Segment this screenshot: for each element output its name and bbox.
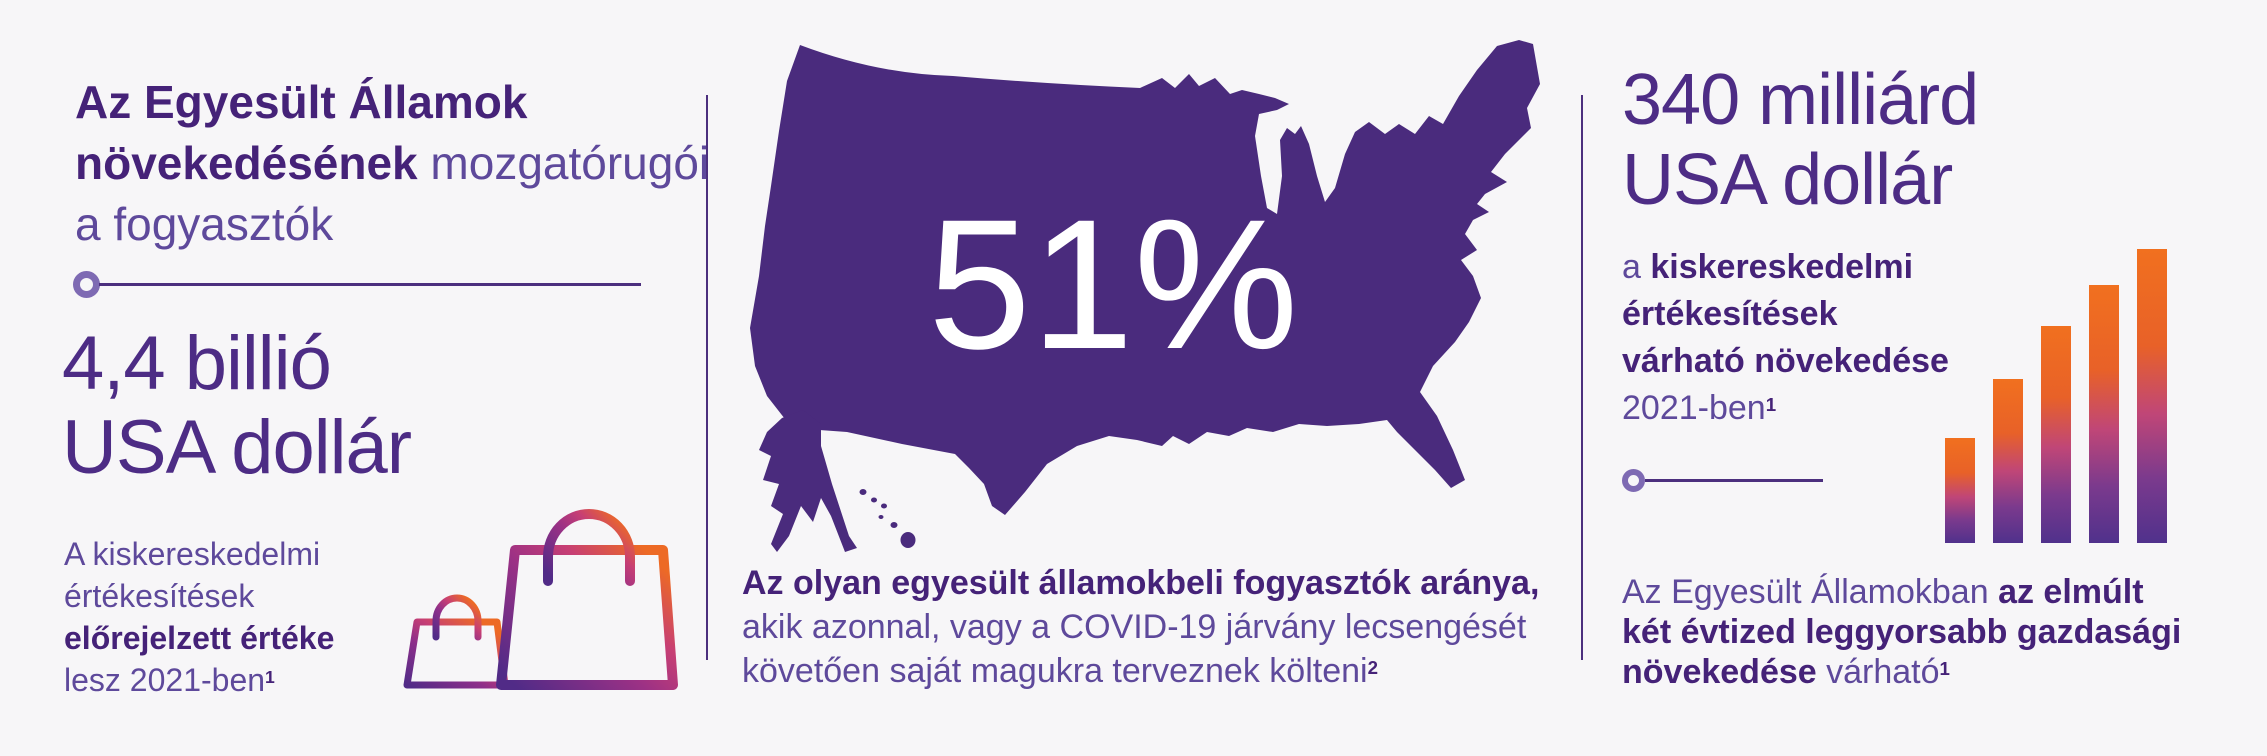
right-paragraph-2-line3-regular: várható (1816, 653, 1940, 691)
usa-map-mainland (750, 40, 1540, 515)
column-divider-right (1581, 95, 1583, 660)
shopping-bag-large-icon (496, 509, 678, 690)
left-big-stat: 4,4 billió USA dollár (62, 321, 412, 490)
right-paragraph-2-line3: növekedése várható1 (1622, 652, 2181, 697)
right-paragraph-2-line2: két évtized leggyorsabb gazdasági (1622, 612, 2181, 652)
right-big-stat: 340 milliárd USA dollár (1622, 60, 1979, 220)
left-heading-line1: Az Egyesült Államok (75, 72, 709, 133)
left-heading-line3-regular: a fogyasztók (75, 198, 334, 250)
footnote-1-marker: 1 (265, 667, 275, 688)
right-big-stat-line2: USA dollár (1622, 140, 1953, 220)
usa-map-graphic (750, 40, 1540, 552)
left-heading-line3: a fogyasztók (75, 194, 709, 255)
middle-paragraph-line3-text: követően saját magukra terveznek költeni (742, 652, 1368, 690)
bar (1945, 438, 1975, 543)
footnote-2-marker: 2 (1367, 656, 1378, 678)
growth-bar-chart (1945, 249, 2167, 543)
right-paragraph-1-line4-text: 2021-ben (1622, 389, 1766, 427)
usa-map-hawaii (859, 489, 916, 548)
right-paragraph-2: Az Egyesült Államokban az elmúlt két évt… (1622, 572, 2181, 697)
right-paragraph-2-line2-bold: két évtized leggyorsabb gazdasági (1622, 613, 2182, 651)
left-paragraph-line3: előrejelzett értéke (64, 617, 334, 659)
right-paragraph-1: a kiskereskedelmi értékesítések várható … (1622, 244, 1949, 436)
left-heading-line2-regular: mozgatórugói (417, 137, 710, 189)
left-paragraph-line3-bold: előrejelzett értéke (64, 620, 335, 656)
right-paragraph-1-line3: várható növekedése (1622, 338, 1949, 385)
right-paragraph-1-line1-bold: kiskereskedelmi (1650, 248, 1914, 286)
middle-paragraph-line3: követően saját magukra terveznek költeni… (742, 649, 1539, 698)
accent-line-left (99, 283, 641, 286)
right-paragraph-2-line1-bold: az elmúlt (1998, 573, 2144, 611)
accent-line-circle-right (1622, 469, 1645, 492)
percent-stat: 51% (928, 182, 1299, 388)
footnote-1-marker-right2: 1 (1939, 657, 1950, 679)
left-paragraph: A kiskereskedelmi értékesítések előrejel… (64, 533, 334, 706)
left-big-stat-line1: 4,4 billió (62, 321, 332, 406)
right-paragraph-1-line4: 2021-ben1 (1622, 385, 1949, 436)
right-paragraph-2-line1-regular: Az Egyesült Államokban (1622, 573, 1999, 611)
column-divider-left (706, 95, 708, 660)
accent-line-circle-left (73, 271, 100, 298)
left-paragraph-line1: A kiskereskedelmi (64, 536, 321, 572)
bar (2137, 249, 2167, 543)
footnote-1-marker-right: 1 (1765, 393, 1777, 415)
right-paragraph-1-line1: a kiskereskedelmi (1622, 244, 1949, 291)
right-paragraph-1-line2-bold: értékesítések (1622, 295, 1838, 333)
left-heading: Az Egyesült Államok növekedésének mozgat… (75, 72, 709, 255)
accent-line-right (1645, 479, 1823, 482)
middle-paragraph-line1-bold: Az olyan egyesült államokbeli fogyasztók… (742, 564, 1540, 602)
right-paragraph-1-line2: értékesítések (1622, 291, 1949, 338)
left-paragraph-line4-text: lesz 2021-ben (64, 662, 266, 698)
shopping-bags-icon (403, 509, 678, 690)
middle-paragraph-line1: Az olyan egyesült államokbeli fogyasztók… (742, 561, 1539, 605)
bar (2089, 285, 2119, 543)
bar (1993, 379, 2023, 543)
usa-map-alaska (759, 410, 857, 552)
left-heading-line2: növekedésének mozgatórugói (75, 133, 709, 194)
bar (2041, 326, 2071, 543)
right-paragraph-2-line3-bold: növekedése (1622, 653, 1817, 691)
shopping-bag-small-icon (403, 594, 509, 689)
left-paragraph-line2: értékesítések (64, 578, 255, 614)
left-heading-line2-bold: növekedésének (75, 137, 418, 189)
middle-paragraph: Az olyan egyesült államokbeli fogyasztók… (742, 561, 1539, 698)
left-paragraph-line4: lesz 2021-ben1 (64, 659, 334, 706)
right-paragraph-2-line1: Az Egyesült Államokban az elmúlt (1622, 572, 2181, 612)
left-big-stat-line2: USA dollár (62, 405, 412, 490)
middle-paragraph-line2: akik azonnal, vagy a COVID-19 járvány le… (742, 608, 1527, 646)
right-paragraph-1-line3-bold: várható növekedése (1622, 342, 1949, 380)
left-heading-line1-bold: Az Egyesült Államok (75, 76, 528, 128)
right-big-stat-line1: 340 milliárd (1622, 60, 1979, 140)
right-paragraph-1-line1-regular: a (1622, 248, 1651, 286)
